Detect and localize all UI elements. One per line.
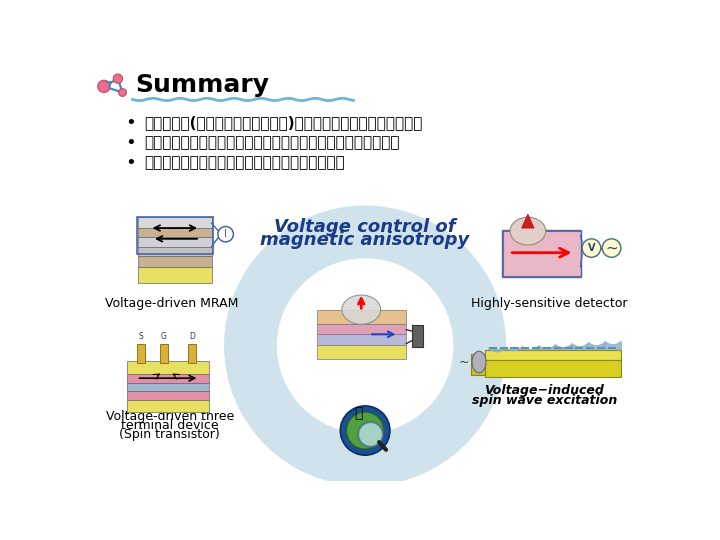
Bar: [127, 361, 209, 374]
Text: •: •: [125, 113, 135, 132]
Text: terminal device: terminal device: [121, 419, 219, 432]
Bar: [138, 228, 212, 237]
Text: V: V: [588, 243, 595, 253]
Text: 電界パルスを用いたダイナミック磁化反転を実証: 電界パルスを用いたダイナミック磁化反転を実証: [144, 155, 345, 170]
Ellipse shape: [510, 217, 546, 245]
Text: •: •: [125, 133, 135, 152]
Text: Summary: Summary: [135, 73, 269, 97]
Bar: [503, 231, 581, 276]
Circle shape: [341, 406, 390, 455]
Circle shape: [582, 239, 600, 257]
Text: 全固体素子(トンネル磁気抗抗素子)における電界磁気異方性を実現: 全固体素子(トンネル磁気抗抗素子)における電界磁気異方性を実現: [144, 115, 423, 130]
Bar: [485, 350, 621, 361]
Text: Voltage-driven three: Voltage-driven three: [106, 410, 234, 423]
Text: 電界による高速スピンダイナミクス（強磁性共鳴）励起を実証: 電界による高速スピンダイナミクス（強磁性共鳴）励起を実証: [144, 135, 400, 150]
Text: •: •: [125, 153, 135, 172]
Text: Highly-sensitive detector: Highly-sensitive detector: [471, 298, 627, 310]
Circle shape: [346, 412, 384, 449]
Text: D: D: [189, 332, 195, 341]
Text: S: S: [138, 332, 143, 341]
Bar: [127, 390, 209, 400]
Bar: [127, 400, 209, 412]
Text: ~: ~: [606, 240, 618, 255]
Circle shape: [119, 89, 127, 96]
Text: Voltage-driven MRAM: Voltage-driven MRAM: [104, 298, 238, 310]
Bar: [138, 256, 212, 267]
Bar: [137, 217, 213, 254]
Bar: [413, 325, 423, 347]
Bar: [503, 231, 580, 276]
Text: spin wave excitation: spin wave excitation: [472, 394, 617, 407]
Circle shape: [602, 239, 621, 257]
Bar: [188, 345, 196, 363]
Ellipse shape: [342, 295, 381, 325]
Text: Voltage control of: Voltage control of: [274, 218, 456, 235]
Bar: [317, 334, 406, 345]
Bar: [138, 217, 212, 228]
Bar: [138, 237, 212, 247]
Text: magnetic anisotropy: magnetic anisotropy: [261, 231, 469, 249]
Bar: [317, 345, 406, 359]
Text: Voltage−induced: Voltage−induced: [485, 384, 604, 397]
Bar: [160, 345, 168, 363]
Bar: [138, 267, 212, 284]
Bar: [317, 309, 406, 323]
Bar: [137, 345, 145, 363]
Bar: [138, 247, 212, 256]
Ellipse shape: [472, 351, 486, 373]
Text: G: G: [161, 332, 167, 341]
Text: ~: ~: [459, 355, 469, 368]
Circle shape: [113, 74, 122, 83]
Text: 🌿: 🌿: [355, 406, 363, 420]
Bar: [317, 323, 406, 334]
Text: (Spin transistor): (Spin transistor): [120, 428, 220, 441]
Circle shape: [358, 422, 383, 447]
Bar: [127, 374, 209, 383]
FancyBboxPatch shape: [472, 354, 485, 375]
Polygon shape: [522, 214, 534, 228]
Bar: [485, 361, 621, 377]
Bar: [127, 383, 209, 390]
Text: I: I: [224, 229, 227, 239]
Circle shape: [98, 80, 110, 92]
